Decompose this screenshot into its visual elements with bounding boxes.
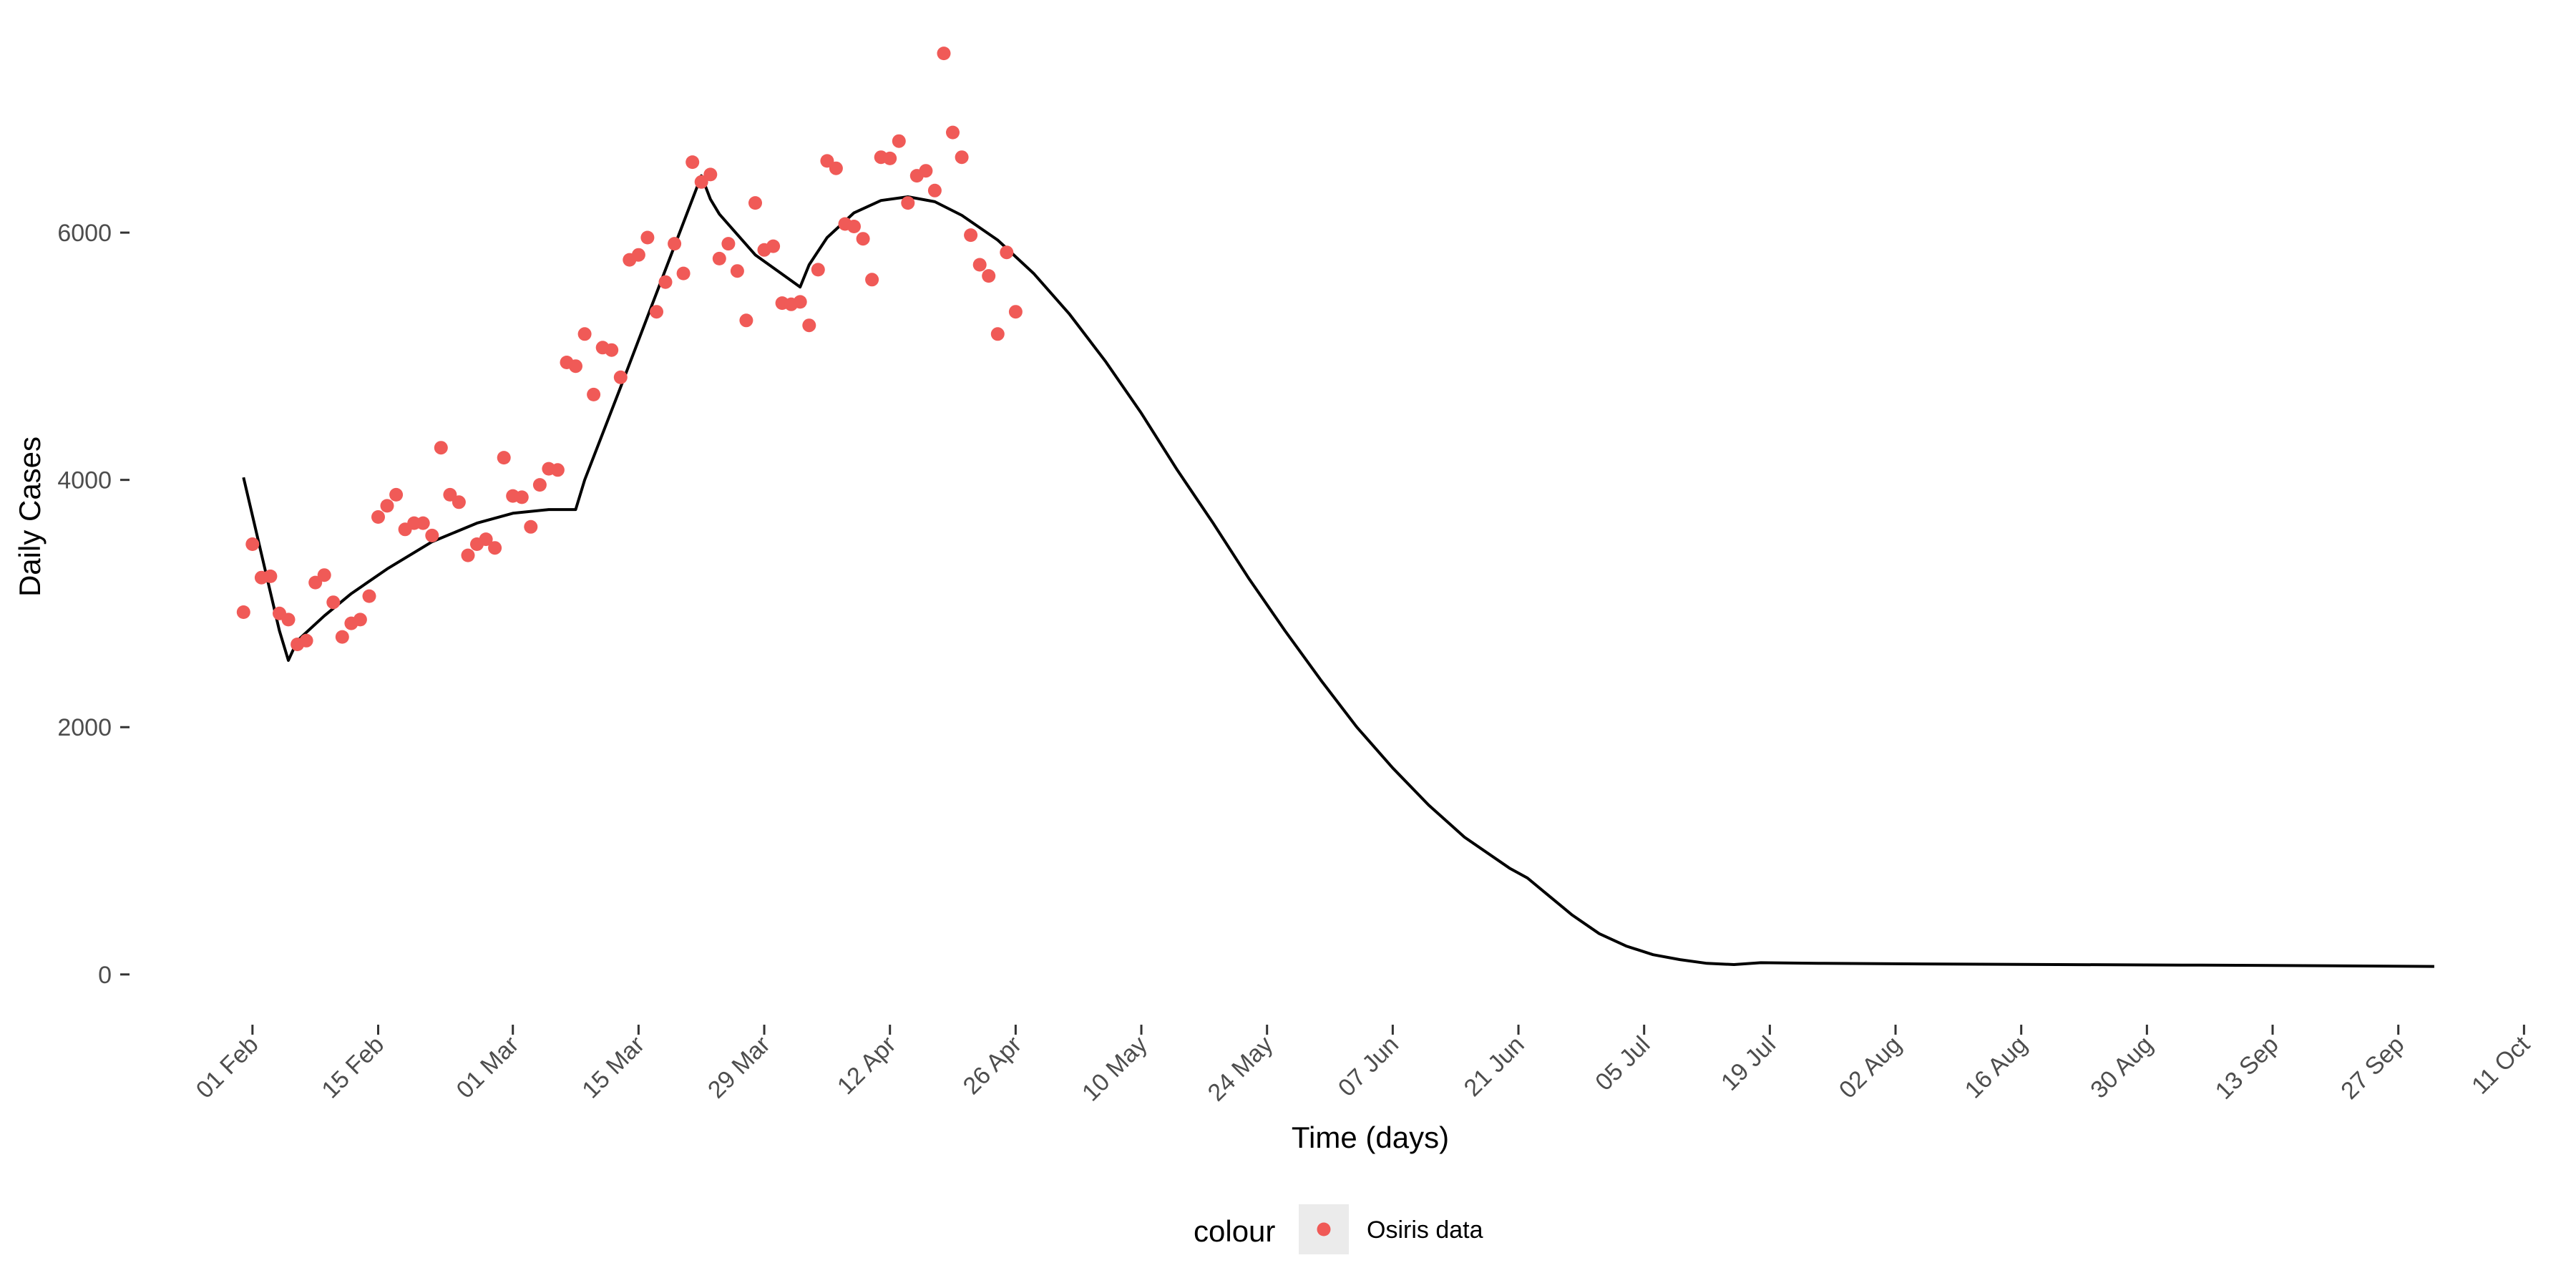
- osiris-data-point: [605, 343, 619, 357]
- osiris-data-point: [640, 230, 655, 245]
- osiris-data-point: [856, 232, 870, 246]
- osiris-data-point: [362, 589, 376, 603]
- osiris-data-point: [1000, 245, 1014, 260]
- osiris-data-point: [353, 613, 367, 627]
- osiris-data-point: [686, 155, 700, 170]
- osiris-data-point: [820, 154, 834, 168]
- osiris-data-point: [308, 575, 323, 590]
- osiris-data-point: [524, 519, 538, 534]
- legend-title: colour: [1194, 1214, 1275, 1248]
- osiris-data-point: [802, 318, 816, 333]
- osiris-data-point: [631, 248, 645, 262]
- y-axis-title: Daily Cases: [13, 436, 47, 597]
- osiris-data-point: [703, 167, 718, 182]
- osiris-data-point: [317, 568, 331, 582]
- osiris-data-point: [488, 541, 502, 555]
- osiris-data-point: [550, 463, 565, 477]
- osiris-data-point: [676, 266, 691, 280]
- legend: colour Osiris data: [1194, 1204, 1483, 1254]
- osiris-data-point: [532, 478, 547, 492]
- osiris-data-point: [811, 263, 825, 277]
- osiris-data-point: [748, 196, 762, 210]
- osiris-data-point: [514, 490, 529, 504]
- osiris-data-point: [694, 175, 708, 189]
- osiris-data-point: [712, 251, 726, 265]
- osiris-data-point: [236, 605, 250, 619]
- osiris-data-point: [766, 239, 781, 253]
- osiris-data-point: [982, 269, 996, 283]
- osiris-data-point: [721, 237, 736, 251]
- osiris-data-point: [919, 164, 933, 178]
- osiris-data-point: [1008, 305, 1023, 319]
- osiris-data-point: [946, 125, 960, 140]
- osiris-data-point: [389, 487, 404, 502]
- osiris-data-point: [668, 237, 682, 251]
- osiris-data-point: [587, 387, 601, 401]
- osiris-data-point: [658, 275, 673, 289]
- osiris-data-point: [577, 327, 592, 341]
- x-axis-title: Time (days): [1292, 1121, 1449, 1154]
- osiris-data-point: [955, 150, 969, 165]
- osiris-data-point: [892, 134, 906, 148]
- osiris-data-point: [497, 451, 511, 465]
- osiris-data-point: [739, 313, 753, 328]
- osiris-data-point: [380, 499, 394, 513]
- y-tick-label: 2000: [57, 714, 112, 741]
- osiris-data-point: [865, 273, 879, 287]
- osiris-data-point: [793, 295, 807, 309]
- osiris-data-point: [425, 528, 439, 542]
- osiris-data-point: [964, 228, 978, 243]
- osiris-data-point: [479, 532, 493, 547]
- osiris-data-point: [569, 359, 582, 374]
- y-axis: 0 2000 4000 6000: [57, 220, 130, 989]
- osiris-data-point: [326, 595, 341, 610]
- osiris-data-point: [443, 487, 457, 502]
- osiris-data-point: [434, 441, 448, 455]
- osiris-data-point: [263, 569, 278, 583]
- osiris-data-point: [452, 495, 466, 509]
- osiris-data-point: [883, 151, 897, 165]
- model-line-layer: [242, 174, 2434, 968]
- osiris-data-point: [281, 613, 296, 627]
- osiris-data-point: [335, 630, 349, 644]
- y-tick-label: 0: [98, 962, 112, 989]
- osiris-data-point: [371, 510, 385, 524]
- osiris-data-point: [847, 220, 861, 233]
- osiris-data-point: [829, 161, 843, 175]
- osiris-data-point: [245, 537, 260, 551]
- osiris-data-point: [730, 264, 744, 278]
- legend-key-dot: [1317, 1222, 1331, 1236]
- legend-label-osiris-data: Osiris data: [1367, 1216, 1483, 1244]
- osiris-data-point: [613, 370, 628, 384]
- osiris-data-point: [937, 47, 951, 61]
- y-tick-label: 4000: [57, 467, 112, 494]
- osiris-data-point: [990, 327, 1005, 341]
- y-tick-label: 6000: [57, 220, 112, 247]
- osiris-data-point: [299, 633, 313, 648]
- osiris-data-point: [416, 516, 430, 530]
- osiris-data-point: [901, 196, 915, 210]
- osiris-data-point: [461, 548, 475, 562]
- osiris-data-point: [927, 183, 942, 197]
- osiris-data-point: [650, 305, 663, 319]
- osiris-data-point: [972, 258, 987, 272]
- osiris-points-layer: [236, 47, 1023, 651]
- model-line: [242, 174, 2434, 968]
